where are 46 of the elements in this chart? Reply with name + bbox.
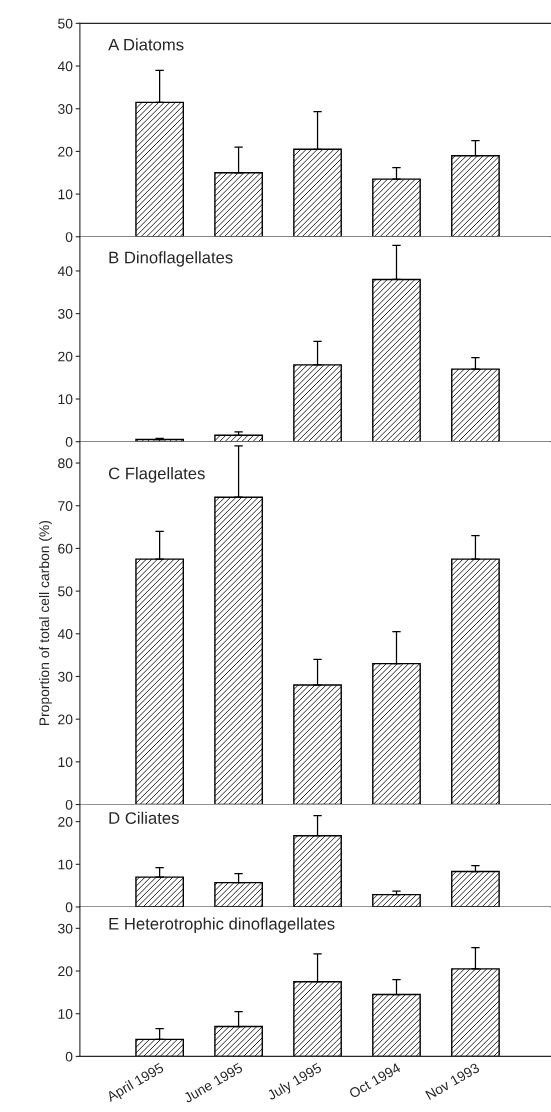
y-tick-label: 30 <box>58 104 73 114</box>
y-tick-label: 10 <box>58 1009 73 1019</box>
bar <box>451 368 500 442</box>
y-tick-label: 20 <box>58 714 73 725</box>
y-axis-title: Proportion of total cell carbon (%) <box>39 520 52 726</box>
bar <box>451 558 500 805</box>
y-tick-label: 50 <box>58 18 73 29</box>
bar <box>135 558 185 805</box>
y-tick-label: 20 <box>58 816 73 827</box>
y-tick-label: 0 <box>65 799 73 810</box>
text: B Dinoflagellates <box>109 251 233 267</box>
bar <box>451 870 500 907</box>
bar <box>293 684 342 805</box>
chart-title: D Ciliates <box>109 811 179 824</box>
x-tick-label: Oct 1994 <box>348 1062 402 1099</box>
y-tick-label: 0 <box>65 232 73 242</box>
y-tick-label: 80 <box>58 458 73 469</box>
y-tick-label: 0 <box>65 902 73 913</box>
y-tick-label: 40 <box>57 266 73 277</box>
bar <box>451 968 500 1057</box>
bar <box>372 893 421 907</box>
x-tick-label: April 1995 <box>105 1062 166 1105</box>
y-tick-label: 10 <box>58 859 73 870</box>
y-tick-label: 40 <box>57 61 73 72</box>
bar <box>135 876 185 907</box>
y-tick-label: 20 <box>58 966 73 977</box>
y-tick-label: 60 <box>58 543 73 554</box>
y-tick-label: 10 <box>58 757 73 768</box>
y-tick-label: 30 <box>58 671 73 682</box>
x-tick-label: June 1995 <box>182 1062 244 1104</box>
y-tick-label: 0 <box>65 1051 73 1062</box>
y-tick-label: 30 <box>58 308 73 319</box>
x-tick-label: July 1995 <box>266 1062 324 1103</box>
y-tick-label: 40 <box>57 629 73 639</box>
y-tick-label: 20 <box>58 351 73 362</box>
y-tick-label: 20 <box>58 146 73 157</box>
y-tick-label: 30 <box>58 923 73 934</box>
y-tick-label: 10 <box>58 189 73 200</box>
text: C Flagellates <box>108 467 205 483</box>
x-tick-label: Nov 1993 <box>425 1062 481 1100</box>
y-tick-label: 70 <box>58 501 73 511</box>
y-tick-label: 10 <box>58 394 73 405</box>
text: A Diatoms <box>108 38 184 51</box>
y-tick-label: 0 <box>65 437 73 447</box>
text: E Heterotrophic dinoflagellates <box>109 917 335 933</box>
y-tick-label: 50 <box>58 586 73 597</box>
